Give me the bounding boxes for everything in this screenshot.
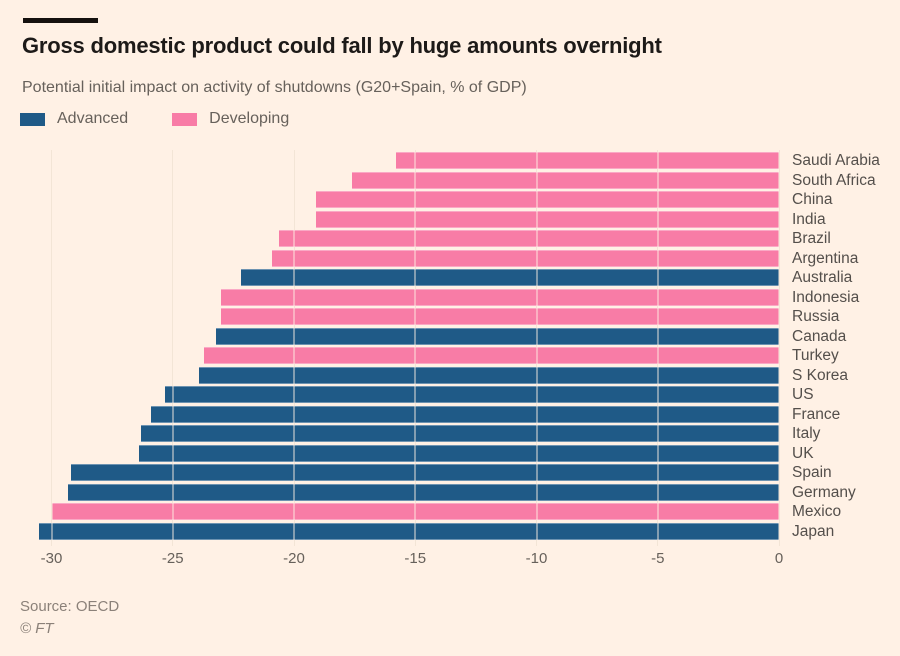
gridline-overlay--25	[171, 150, 174, 546]
chart-subtitle: Potential initial impact on activity of …	[22, 79, 527, 96]
bar-s-korea	[199, 366, 779, 384]
legend-item-advanced: Advanced	[20, 110, 128, 128]
legend-label: Developing	[209, 110, 290, 127]
ft-copyright: © FT	[20, 620, 54, 637]
x-tick-label--15: -15	[404, 550, 427, 567]
category-label-brazil: Brazil	[792, 230, 831, 247]
bar-mexico	[51, 503, 779, 520]
category-label-saudi-arabia: Saudi Arabia	[792, 152, 880, 169]
category-label-italy: Italy	[792, 425, 821, 442]
page-title: Gross domestic product could fall by hug…	[22, 33, 662, 58]
gridline-overlay-0	[778, 150, 780, 546]
category-label-turkey: Turkey	[792, 347, 839, 364]
source-note: Source: OECD	[20, 598, 120, 615]
bar-argentina	[272, 249, 779, 267]
category-label-france: France	[792, 405, 841, 423]
ft-top-rule	[23, 18, 98, 23]
legend-label: Advanced	[57, 110, 129, 127]
category-label-russia: Russia	[792, 308, 840, 325]
x-tick-label--10: -10	[525, 550, 548, 567]
category-label-india: India	[792, 210, 826, 228]
category-label-mexico: Mexico	[792, 503, 842, 520]
gridline-overlay--5	[656, 150, 659, 546]
category-label-china: China	[792, 191, 833, 208]
bar-saudi-arabia	[395, 152, 779, 169]
bar-uk	[138, 444, 779, 462]
category-label-indonesia: Indonesia	[792, 288, 860, 306]
x-tick-label--30: -30	[40, 550, 63, 567]
gridline-0	[778, 150, 780, 546]
category-label-us: US	[792, 386, 814, 403]
legend-swatch-developing	[172, 112, 198, 126]
chart-legend: Advanced Developing	[20, 110, 289, 128]
bar-italy	[141, 425, 779, 442]
gridline--25	[172, 150, 174, 546]
category-label-japan: Japan	[792, 522, 835, 540]
x-tick-label--20: -20	[283, 550, 305, 567]
bar-india	[315, 210, 779, 228]
bar-canada	[216, 327, 779, 345]
category-label-s-korea: S Korea	[792, 366, 849, 384]
x-tick-label--25: -25	[161, 550, 184, 567]
bar-australia	[240, 269, 779, 286]
gridline-overlay--30	[50, 150, 53, 546]
category-label-australia: Australia	[792, 269, 853, 286]
bar-south-africa	[352, 171, 779, 189]
gridline-overlay--10	[535, 150, 538, 546]
category-label-south-africa: South Africa	[792, 171, 876, 189]
bar-germany	[68, 483, 779, 501]
category-label-spain: Spain	[792, 464, 832, 481]
category-label-argentina: Argentina	[792, 249, 859, 267]
bar-chart: Saudi Arabia South Africa China India Brazil…	[0, 150, 900, 570]
gridline-overlay--20	[293, 150, 295, 546]
category-label-germany: Germany	[792, 483, 856, 501]
bar-us	[165, 386, 779, 403]
gridline--30	[51, 150, 52, 546]
bar-france	[150, 405, 779, 423]
legend-item-developing: Developing	[172, 110, 289, 128]
category-label-canada: Canada	[792, 327, 847, 345]
gridline-overlay--15	[414, 150, 417, 546]
x-tick-label--5: -5	[651, 550, 665, 567]
bar-brazil	[279, 230, 779, 247]
legend-swatch-advanced	[20, 112, 45, 126]
x-tick-label-0: 0	[774, 550, 784, 567]
bar-turkey	[204, 347, 779, 364]
bar-indonesia	[221, 288, 779, 306]
bar-japan	[39, 522, 779, 540]
category-label-uk: UK	[792, 444, 814, 462]
bar-russia	[221, 308, 779, 325]
bar-spain	[70, 464, 779, 481]
bar-china	[315, 191, 779, 208]
